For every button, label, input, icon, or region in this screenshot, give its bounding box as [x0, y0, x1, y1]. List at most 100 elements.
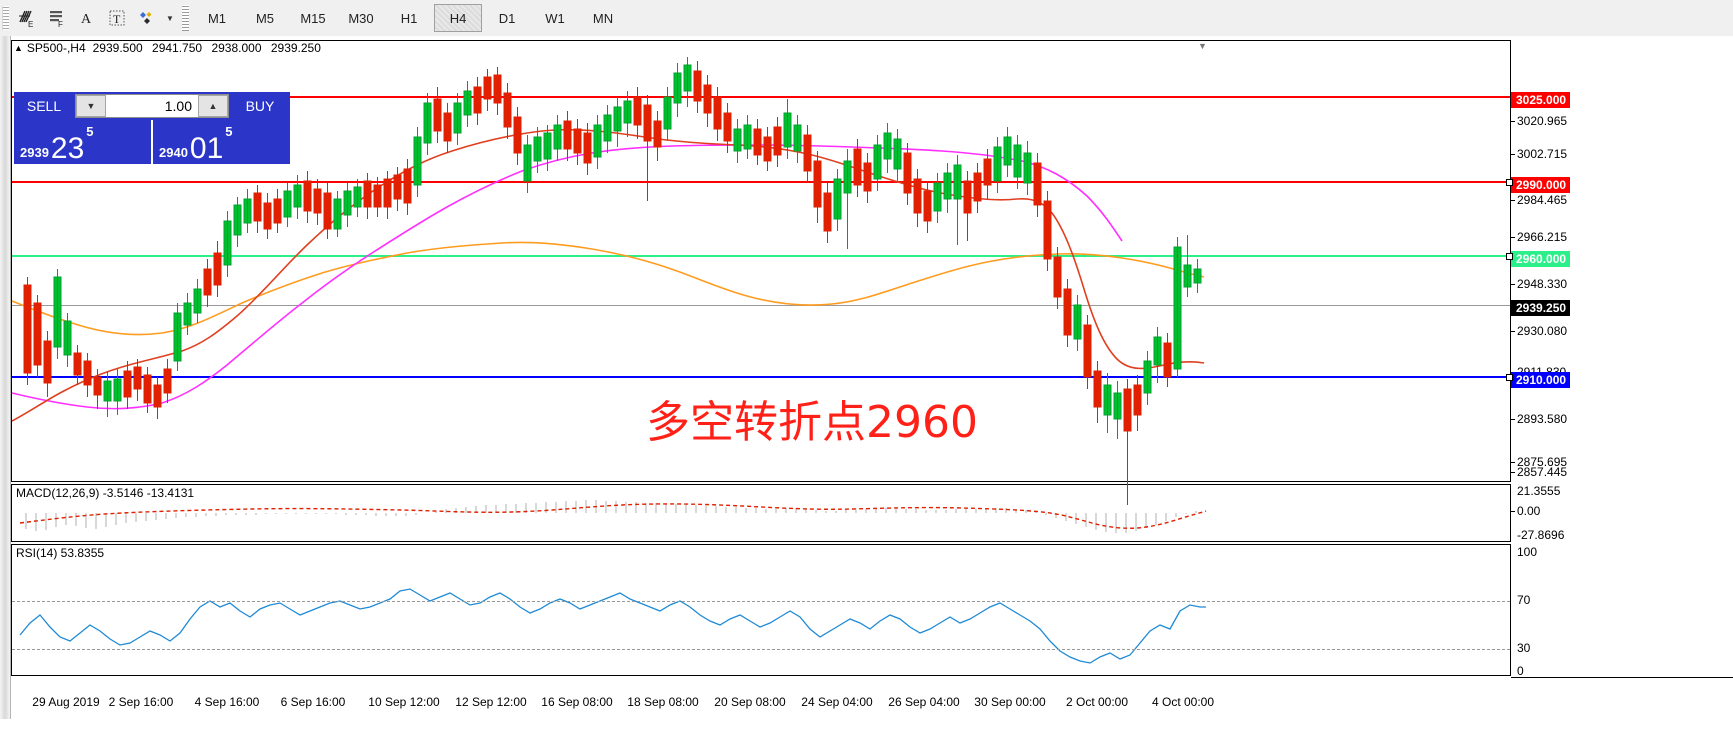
buy-button[interactable]: BUY: [230, 92, 290, 120]
line-anchor[interactable]: [1506, 374, 1513, 381]
price-tag-2960[interactable]: 2960.000: [1511, 251, 1571, 267]
resistance-line-3025[interactable]: [12, 96, 1510, 98]
text-object-icon[interactable]: T: [102, 4, 132, 32]
rsi-indicator-panel[interactable]: RSI(14) 53.8355: [11, 544, 1511, 676]
price-tick-2857: 2857.445: [1511, 465, 1567, 479]
sell-button[interactable]: SELL: [14, 92, 74, 120]
price-tick-2948: 2948.330: [1511, 277, 1567, 291]
timeframe-m5[interactable]: M5: [255, 10, 275, 26]
time-axis[interactable]: 29 Aug 2019 2 Sep 16:00 4 Sep 16:00 6 Se…: [11, 677, 1511, 719]
dropdown-arrow-icon[interactable]: ▼: [166, 13, 174, 23]
sell-price-main: 23: [50, 131, 85, 165]
buy-price-quote[interactable]: 2940 01 5: [153, 120, 290, 164]
line-anchor[interactable]: [1506, 253, 1513, 260]
macd-series: [19, 500, 1207, 533]
resistance-line-2990[interactable]: [12, 179, 1513, 186]
rsi-axis: 100 70 30 0: [1511, 544, 1733, 678]
buy-price-sup: 5: [225, 124, 233, 139]
price-tick-2966: 2966.215: [1511, 230, 1567, 244]
ohlc-high: 2941.750: [152, 41, 203, 55]
lot-decrement-icon[interactable]: ▼: [76, 95, 106, 117]
price-tag-2910[interactable]: 2910.000: [1511, 372, 1571, 388]
timeframe-m30[interactable]: M30: [348, 10, 374, 26]
rsi-oversold-level: [12, 649, 1510, 650]
time-label-7: 18 Sep 08:00: [627, 695, 699, 709]
macd-signal-line: [19, 503, 1207, 529]
price-tick-2875: 2875.695: [1511, 455, 1567, 469]
chart-title-bar: ▲ SP500-,H4 2939.500 2941.750 2938.000 2…: [11, 40, 1511, 56]
price-tag-3025[interactable]: 3025.000: [1511, 92, 1571, 108]
rsi-tick-100: 100: [1517, 545, 1538, 559]
time-label-13: 4 Oct 00:00: [1151, 695, 1215, 709]
price-tag-2990[interactable]: 2990.000: [1511, 177, 1571, 193]
timeframe-w1[interactable]: W1: [545, 10, 565, 26]
chart-vertical-scrollbar[interactable]: [0, 36, 11, 719]
sell-price-sup: 5: [86, 124, 94, 139]
timeframe-h4[interactable]: H4: [434, 4, 482, 32]
time-label-6: 16 Sep 08:00: [541, 695, 613, 709]
main-toolbar: E F A T ▼ M1 M5 M15 M30 H1: [0, 0, 1733, 37]
lot-size-input[interactable]: 1.00: [106, 95, 198, 117]
lot-size-stepper[interactable]: ▼ 1.00 ▲: [75, 94, 229, 118]
buy-price-main: 01: [189, 131, 224, 165]
macd-tick-zero: 0.00: [1511, 504, 1540, 518]
timeframe-m1[interactable]: M1: [207, 10, 227, 26]
pivot-line-2960[interactable]: [12, 253, 1513, 260]
macd-tick-max: 21.3555: [1517, 484, 1561, 498]
price-tick-2984: 2984.465: [1511, 193, 1567, 207]
objects-icon[interactable]: [132, 4, 162, 32]
time-label-8: 20 Sep 08:00: [714, 695, 786, 709]
timeframe-m15[interactable]: M15: [300, 10, 326, 26]
chart-area: 多空转折点2960 ▲ SP500-,H4 2939.500 2941.750 …: [0, 36, 1733, 755]
price-tick-3020: 3020.965: [1511, 114, 1567, 128]
templates-icon[interactable]: F: [42, 4, 72, 32]
indicators-icon[interactable]: E: [12, 4, 42, 32]
price-tick-2930: 2930.080: [1511, 324, 1567, 338]
toolbar-separator: [182, 5, 189, 31]
chart-annotation-text[interactable]: 多空转折点2960: [646, 397, 978, 448]
sell-price-prefix: 2939: [20, 145, 49, 160]
price-tick-3002: 3002.715: [1511, 147, 1567, 161]
time-label-5: 12 Sep 12:00: [455, 695, 527, 709]
rsi-tick-70: 70: [1517, 593, 1531, 607]
toolbar-grip[interactable]: [2, 6, 9, 30]
time-label-4: 10 Sep 12:00: [368, 695, 440, 709]
timeframe-mn[interactable]: MN: [592, 10, 614, 26]
lot-increment-icon[interactable]: ▲: [198, 95, 228, 117]
ohlc-open: 2939.500: [92, 41, 143, 55]
support-line-2910[interactable]: [12, 374, 1513, 381]
ohlc-low: 2938.000: [211, 41, 262, 55]
timeframe-d1[interactable]: D1: [498, 10, 516, 26]
price-chart-panel[interactable]: 多空转折点2960: [11, 40, 1513, 505]
svg-text:A: A: [81, 12, 92, 27]
trade-panel-quotes: 2939 23 5 2940 01 5: [14, 120, 290, 164]
timeframe-h1[interactable]: H1: [400, 10, 418, 26]
collapse-triangle-icon[interactable]: ▲: [14, 43, 23, 53]
svg-text:T: T: [113, 12, 121, 26]
macd-tick-min: -27.8696: [1517, 528, 1565, 542]
price-axis[interactable]: 3025.000 3020.965 3002.715 2990.000 2984…: [1511, 40, 1733, 482]
time-label-9: 24 Sep 04:00: [801, 695, 873, 709]
ma-red-line: [11, 128, 1205, 422]
ma-magenta-line: [11, 144, 1123, 410]
sell-price-quote[interactable]: 2939 23 5: [14, 120, 151, 164]
current-price-tag: 2939.250: [1511, 300, 1571, 316]
rsi-overbought-level: [12, 601, 1510, 602]
macd-indicator-panel[interactable]: MACD(12,26,9) -3.5146 -13.4131: [11, 484, 1511, 542]
time-label-11: 30 Sep 00:00: [974, 695, 1046, 709]
macd-axis: 21.3555 0.00 -27.8696: [1511, 484, 1733, 542]
price-tick-2893: 2893.580: [1511, 412, 1567, 426]
text-label-icon[interactable]: A: [72, 4, 102, 32]
rsi-title-label: RSI(14) 53.8355: [16, 546, 105, 560]
candlestick-series: [11, 57, 1205, 505]
time-label-1: 2 Sep 16:00: [108, 695, 174, 709]
line-anchor[interactable]: [1506, 179, 1513, 186]
current-price-line: [12, 305, 1510, 306]
svg-text:E: E: [28, 20, 33, 29]
panel-collapse-arrow-icon[interactable]: ▼: [1198, 41, 1207, 51]
rsi-tick-30: 30: [1517, 641, 1531, 655]
ohlc-close: 2939.250: [270, 41, 321, 55]
one-click-trading-panel[interactable]: SELL ▼ 1.00 ▲ BUY 2939 23 5 2940 01 5: [14, 92, 290, 164]
time-label-2: 4 Sep 16:00: [194, 695, 260, 709]
time-label-10: 26 Sep 04:00: [888, 695, 960, 709]
